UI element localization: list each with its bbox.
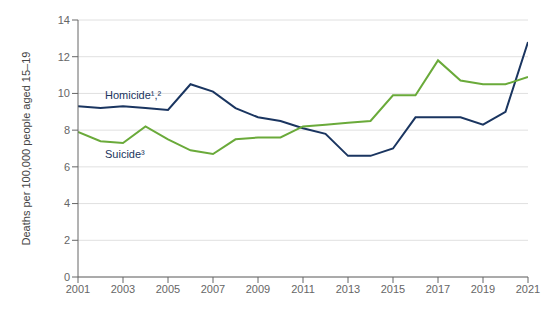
svg-text:Deaths per 100,000 people aged: Deaths per 100,000 people aged 15–19 (20, 52, 32, 246)
svg-text:2: 2 (64, 234, 70, 246)
svg-text:14: 14 (58, 14, 70, 26)
svg-text:6: 6 (64, 161, 70, 173)
svg-text:Homicide¹,²: Homicide¹,² (105, 89, 162, 101)
svg-text:0: 0 (64, 271, 70, 283)
svg-text:2009: 2009 (246, 283, 270, 295)
svg-text:2013: 2013 (336, 283, 360, 295)
svg-text:8: 8 (64, 124, 70, 136)
svg-text:2021: 2021 (516, 283, 540, 295)
svg-text:Suicide³: Suicide³ (105, 148, 145, 160)
svg-text:2015: 2015 (381, 283, 405, 295)
svg-text:2011: 2011 (291, 283, 315, 295)
svg-text:12: 12 (58, 51, 70, 63)
svg-text:2005: 2005 (156, 283, 180, 295)
svg-text:2007: 2007 (201, 283, 225, 295)
svg-text:2017: 2017 (426, 283, 450, 295)
svg-text:2003: 2003 (111, 283, 135, 295)
svg-text:10: 10 (58, 87, 70, 99)
svg-text:2001: 2001 (66, 283, 90, 295)
svg-text:4: 4 (64, 197, 70, 209)
svg-text:2019: 2019 (471, 283, 495, 295)
